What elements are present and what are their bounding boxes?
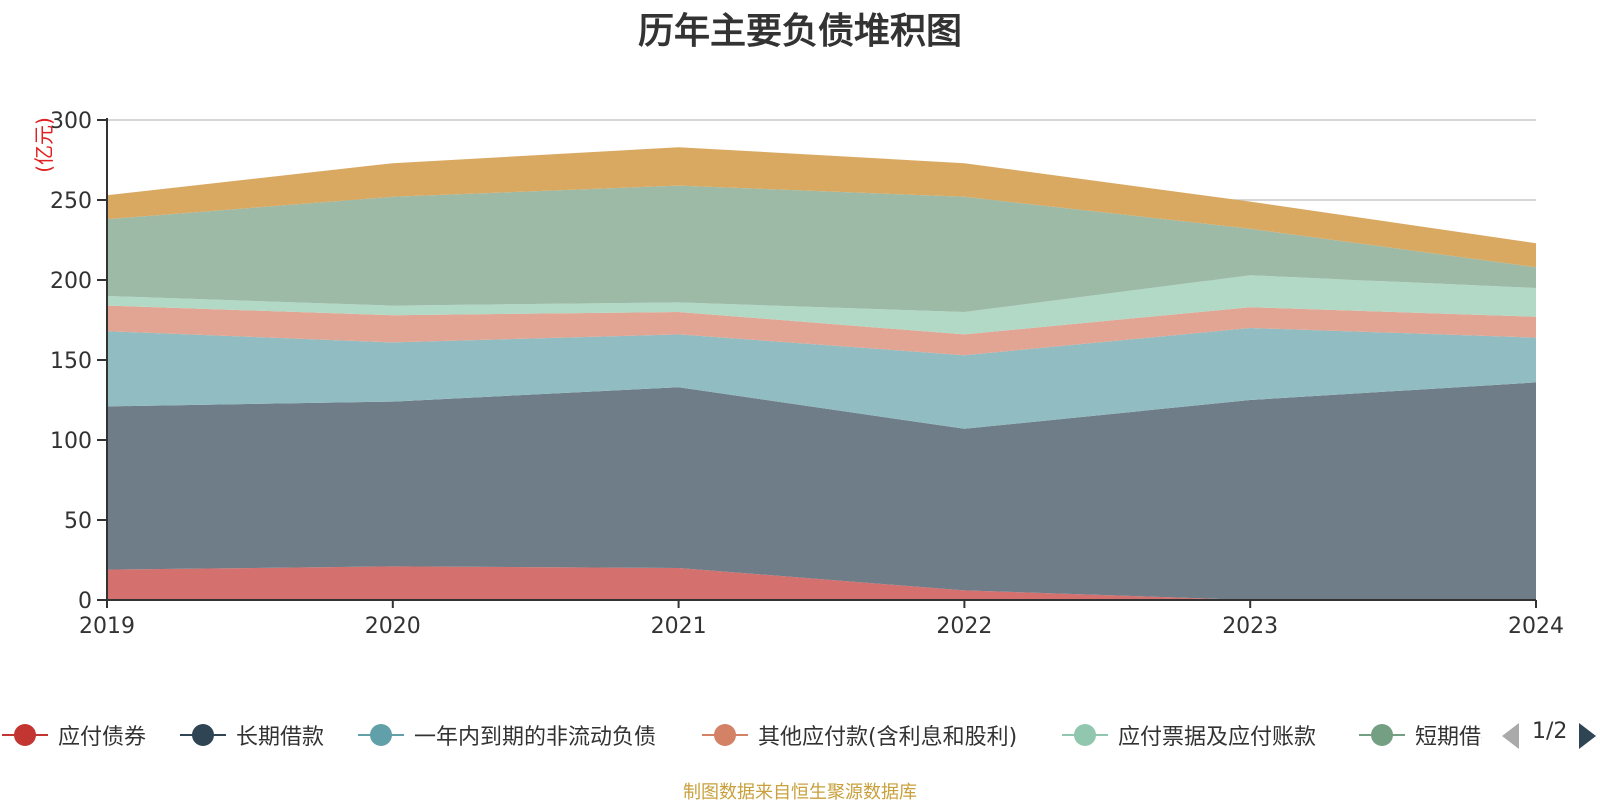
x-tick-label: 2020: [365, 614, 421, 639]
chart-title: 历年主要负债堆积图: [637, 11, 962, 52]
triangle-right-icon[interactable]: [1576, 721, 1598, 751]
x-tick-label: 2022: [936, 614, 992, 639]
area-series-0: [107, 566, 1536, 600]
x-tick-label: 2021: [651, 614, 707, 639]
area-series-2: [107, 328, 1536, 429]
y-tick-label: 50: [64, 509, 92, 534]
legend-page-indicator: 1/2: [1532, 719, 1568, 744]
area-series: [107, 147, 1536, 600]
legend-label: 一年内到期的非流动负债: [414, 725, 657, 750]
x-tick-label: 2024: [1508, 614, 1564, 639]
area-series-3: [107, 305, 1536, 356]
legend-items: 应付债券 长期借款 一年内到期的非流动负债 其他应付款(含利息和股利): [0, 710, 1482, 760]
y-tick-label: 100: [50, 429, 92, 454]
area-series-6: [107, 147, 1536, 268]
legend: 应付债券 长期借款 一年内到期的非流动负债 其他应付款(含利息和股利): [0, 710, 1600, 760]
y-axis-unit-label: (亿元): [32, 117, 56, 173]
y-tick-label: 200: [50, 269, 92, 294]
y-tick-label: 300: [50, 109, 92, 134]
data-source-note: 制图数据来自恒生聚源数据库: [683, 782, 917, 803]
legend-swatch-icon: [1359, 724, 1405, 746]
legend-swatch-icon: [702, 724, 748, 746]
legend-swatch-icon: [358, 724, 404, 746]
y-tick-label: 0: [78, 589, 92, 614]
y-tick-label: 150: [50, 349, 92, 374]
legend-label: 长期借款: [236, 725, 325, 750]
legend-swatch-icon: [180, 724, 226, 746]
legend-label: 应付票据及应付账款: [1118, 725, 1317, 750]
axes: 0 50 100 150 200 250 300 2019 2020 2021 2022 2023 20…: [50, 109, 1564, 639]
area-series-5: [107, 185, 1536, 312]
x-tick-label: 2019: [79, 614, 135, 639]
legend-swatch-icon: [1062, 724, 1108, 746]
stacked-area-chart: 0 50 100 150 200 250 300 2019 2020 2021 2022 2023 20…: [32, 109, 1564, 639]
y-tick-label: 250: [50, 189, 92, 214]
legend-label: 其他应付款(含利息和股利): [758, 725, 1018, 750]
legend-label: 短期借款: [1415, 725, 1482, 750]
triangle-left-icon[interactable]: [1500, 721, 1522, 751]
area-series-1: [107, 382, 1536, 600]
x-tick-label: 2023: [1222, 614, 1278, 639]
legend-swatch-icon: [2, 724, 48, 746]
legend-label: 应付债券: [58, 725, 147, 750]
area-series-4: [107, 275, 1536, 335]
